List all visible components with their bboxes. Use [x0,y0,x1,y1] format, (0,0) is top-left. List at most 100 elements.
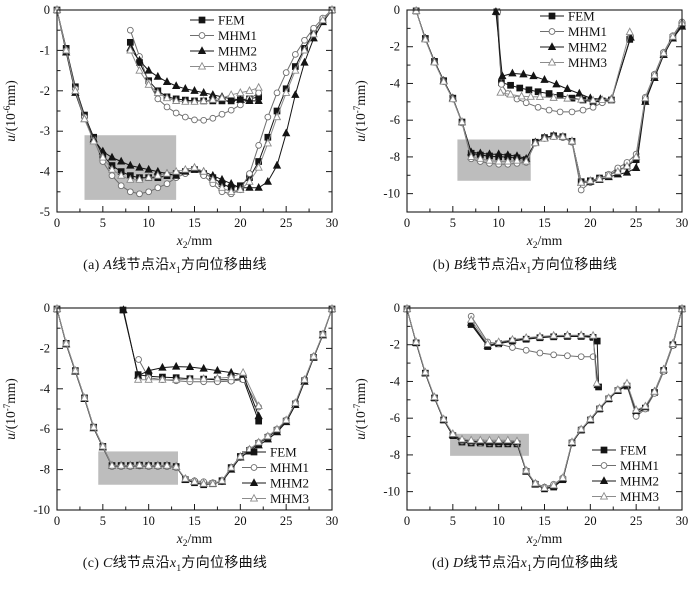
legend-label: MHM2 [568,40,607,55]
svg-text:10: 10 [492,216,505,230]
inset-curves [126,26,263,124]
tick-labels: 0 5 10 15 20 25 30 0 -2 -4 -6 -8 -10 [383,301,688,528]
series-MHM3 [402,304,687,492]
svg-text:-6: -6 [40,422,50,436]
axis-frame [406,9,683,213]
svg-text:5: 5 [450,514,456,528]
legend-label: MHM3 [568,55,607,70]
main-curves [402,304,687,493]
svg-text:0: 0 [44,301,50,315]
caption-index: (d) [431,556,453,571]
svg-text:30: 30 [326,216,339,230]
caption-variable: x [519,258,527,273]
panel-c: 0 5 10 15 20 25 30 0 -2 -4 -6 -8 -10 x2/mm u/(10-7mm) F… [0,298,350,596]
panel-a-chart: 0 5 10 15 20 25 30 0 -1 -2 -3 -4 -5 x2/mm u/(10-6mm) FE… [0,0,350,251]
series-MHM3 [52,5,337,195]
svg-text:5: 5 [450,216,456,230]
svg-text:-2: -2 [390,40,400,54]
main-curves [412,6,687,194]
caption-line-letter: C [103,556,113,571]
legend-item-FEM: FEM [540,9,595,24]
inset-curves [119,305,263,425]
svg-text:5: 5 [100,216,106,230]
svg-text:0: 0 [44,3,50,17]
chart-svg-c: 0 5 10 15 20 25 30 0 -2 -4 -6 -8 -10 x2/mm u/(10-7mm) F… [2,301,339,549]
inset-series-FEM [493,8,634,106]
legend-label: MHM1 [218,28,257,43]
caption-line-letter: B [453,258,463,273]
caption-text: 方向位移曲线 [181,258,267,273]
svg-text:20: 20 [584,216,597,230]
legend-label: FEM [270,445,297,460]
legend-item-MHM1: MHM1 [242,460,309,475]
caption-variable: x [169,556,177,571]
panel-d: 0 5 10 15 20 25 30 0 -2 -4 -6 -8 -10 x2/mm u/(10-7mm) F… [350,298,700,596]
legend-label: MHM3 [270,491,309,506]
svg-text:10: 10 [142,216,155,230]
caption-index: (b) [432,258,454,273]
svg-text:30: 30 [676,514,689,528]
legend-item-MHM1: MHM1 [592,458,659,473]
inset-curves [467,312,602,391]
legend-item-MHM3: MHM3 [242,491,309,506]
legend-item-MHM3: MHM3 [592,489,659,504]
svg-text:5: 5 [100,514,106,528]
svg-text:20: 20 [234,514,247,528]
caption-text: 线节点沿 [463,556,521,571]
series-MHM3 [412,6,687,186]
svg-text:-10: -10 [33,503,50,517]
x-axis-label: x2/mm [176,531,213,548]
svg-text:-4: -4 [40,382,51,396]
svg-text:30: 30 [326,514,339,528]
inset-series-MHM3 [496,27,634,104]
legend-label: MHM2 [620,474,659,489]
legend-label: MHM3 [620,489,659,504]
inset-curves [491,7,635,116]
panel-d-caption: (d) D线节点沿x1方向位移曲线 [350,552,700,574]
svg-text:0: 0 [404,216,410,230]
svg-text:-8: -8 [390,448,400,462]
legend-item-MHM1: MHM1 [190,28,257,43]
legend-item-FEM: FEM [242,445,297,460]
panel-a: 0 5 10 15 20 25 30 0 -1 -2 -3 -4 -5 x2/mm u/(10-6mm) FE… [0,0,350,298]
panel-c-chart: 0 5 10 15 20 25 30 0 -2 -4 -6 -8 -10 x2/mm u/(10-7mm) F… [0,298,350,549]
panel-b-caption: (b) B线节点沿x1方向位移曲线 [350,254,700,276]
caption-text: 方向位移曲线 [531,258,618,273]
y-axis-label: u/(10-7mm) [352,80,368,142]
axis-ticks [406,9,683,212]
svg-text:0: 0 [404,514,410,528]
legend-item-MHM2: MHM2 [242,476,309,491]
caption-variable: x [169,258,176,273]
svg-text:15: 15 [188,216,201,230]
svg-text:-10: -10 [383,485,400,499]
chart-svg-d: 0 5 10 15 20 25 30 0 -2 -4 -6 -8 -10 x2/mm u/(10-7mm) F… [352,301,688,549]
svg-text:-6: -6 [390,113,400,127]
caption-variable-subscript: 1 [527,563,533,574]
svg-text:-3: -3 [40,124,50,138]
inset-series-MHM3 [133,367,263,410]
legend-item-MHM2: MHM2 [190,44,257,59]
panel-b: 0 5 10 15 20 25 30 0 -2 -4 -6 -8 -10 x2/mm u/(10-7mm) F… [350,0,700,298]
legend-label: FEM [218,13,245,28]
legend-label: MHM3 [218,59,257,74]
inset-series-MHM2 [119,305,263,420]
svg-text:-5: -5 [40,205,50,219]
caption-text: 方向位移曲线 [532,556,619,571]
caption-text: 线节点沿 [112,556,170,571]
caption-line-letter: A [103,258,113,273]
svg-text:0: 0 [394,301,400,315]
svg-text:20: 20 [234,216,247,230]
y-axis-label: u/(10-6mm) [2,80,18,142]
legend-label: MHM2 [218,44,257,59]
axis-ticks [56,307,333,511]
svg-text:30: 30 [676,216,689,230]
legend-label: MHM2 [270,476,309,491]
chart-svg-b: 0 5 10 15 20 25 30 0 -2 -4 -6 -8 -10 x2/mm u/(10-7mm) F… [352,3,689,251]
svg-text:-6: -6 [390,411,400,425]
legend-item-MHM2: MHM2 [592,474,659,489]
legend-label: FEM [568,9,595,24]
inset-series-MHM3 [126,45,263,105]
